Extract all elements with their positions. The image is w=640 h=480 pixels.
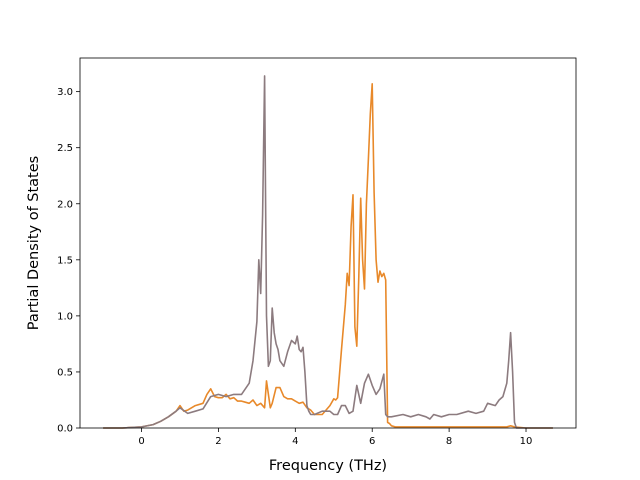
y-tick-label: 3.0: [57, 87, 73, 98]
x-axis-title: Frequency (THz): [269, 458, 387, 474]
y-tick-label: 2.0: [57, 199, 73, 210]
x-tick-label: 8: [446, 436, 452, 447]
x-tick-label: 2: [215, 436, 221, 447]
y-tick-label: 1.0: [57, 311, 73, 322]
series-line-2: [103, 75, 553, 429]
y-axis-title: Partial Density of States: [26, 156, 42, 330]
x-axis-ticks: 0 2 4 6 8 10: [138, 428, 532, 447]
series-line-1: [103, 83, 553, 429]
y-tick-label: 0.0: [57, 424, 73, 435]
series-layer: [103, 75, 553, 429]
plot-frame: [79, 57, 577, 429]
x-tick-label: 10: [520, 436, 533, 447]
y-tick-label: 2.5: [57, 143, 73, 154]
y-tick-label: 0.5: [57, 367, 73, 378]
y-tick-label: 1.5: [57, 255, 73, 266]
x-tick-label: 6: [369, 436, 375, 447]
x-tick-label: 4: [292, 436, 298, 447]
y-axis-ticks: 0.0 0.5 1.0 1.5 2.0 2.5 3.0: [57, 87, 80, 435]
x-tick-label: 0: [138, 436, 144, 447]
